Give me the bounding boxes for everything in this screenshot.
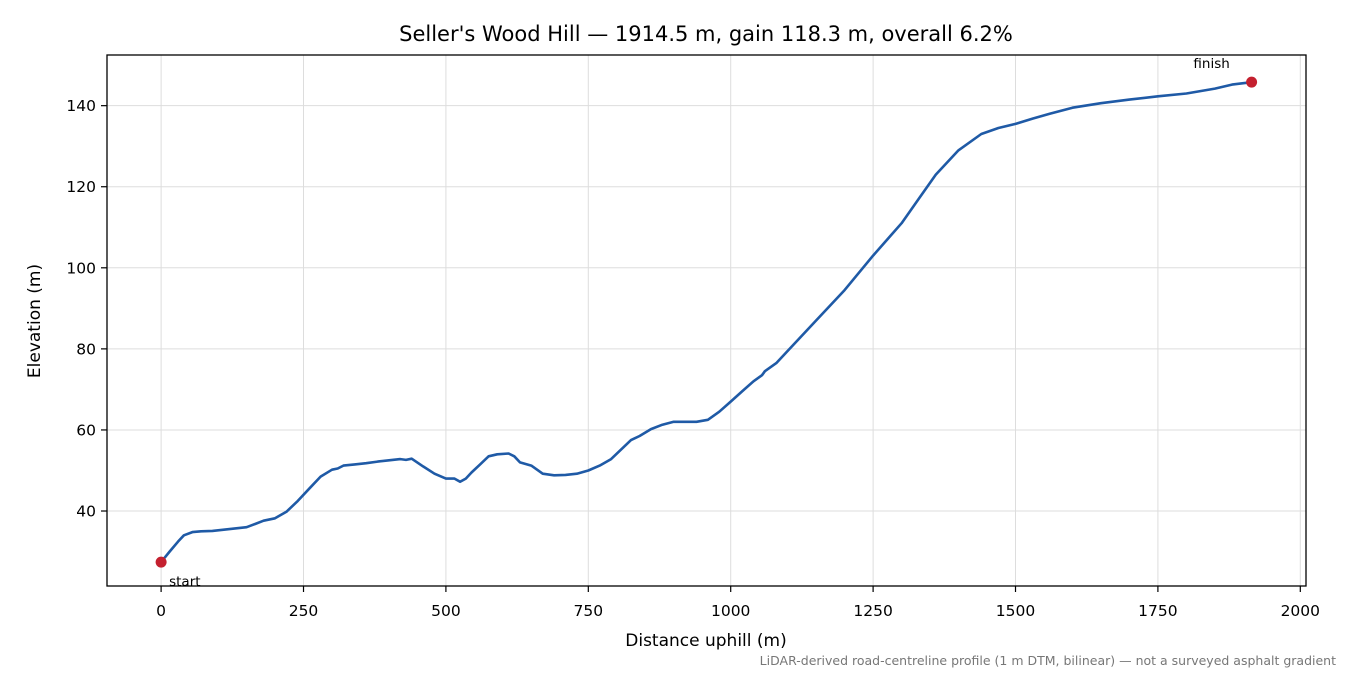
- y-axis-label: Elevation (m): [25, 264, 45, 378]
- y-tick-label: 140: [66, 97, 96, 115]
- footnote: LiDAR-derived road-centreline profile (1…: [760, 653, 1336, 668]
- y-tick-label: 60: [76, 421, 96, 439]
- x-tick-label: 1250: [853, 602, 892, 620]
- x-tick-label: 0: [156, 602, 166, 620]
- x-tick-label: 750: [574, 602, 604, 620]
- elevation-line: [160, 80, 1252, 563]
- x-axis-label: Distance uphill (m): [625, 631, 786, 651]
- finish-label: finish: [1193, 56, 1229, 72]
- grid: [107, 55, 1306, 586]
- y-tick-label: 100: [66, 259, 96, 277]
- y-tick-label: 120: [66, 178, 96, 196]
- x-tick-label: 1750: [1138, 602, 1177, 620]
- x-tick-label: 2000: [1281, 602, 1320, 620]
- y-axis-ticks: 40 60 80 100 120 140: [66, 97, 107, 521]
- axes-frame: [106, 54, 1307, 587]
- start-marker: [155, 556, 167, 568]
- start-label: start: [169, 574, 200, 590]
- finish-marker: [1246, 76, 1258, 88]
- chart-title: Seller's Wood Hill — 1914.5 m, gain 118.…: [399, 22, 1013, 46]
- x-tick-label: 1500: [996, 602, 1035, 620]
- x-tick-label: 1000: [711, 602, 750, 620]
- x-tick-label: 250: [289, 602, 319, 620]
- x-axis-ticks: 0 250 500 750 1000 1250 1500 1750 2000: [156, 586, 1320, 620]
- y-tick-label: 80: [76, 340, 96, 358]
- plot-area: start finish: [155, 56, 1258, 590]
- x-tick-label: 500: [431, 602, 461, 620]
- y-tick-label: 40: [76, 503, 96, 521]
